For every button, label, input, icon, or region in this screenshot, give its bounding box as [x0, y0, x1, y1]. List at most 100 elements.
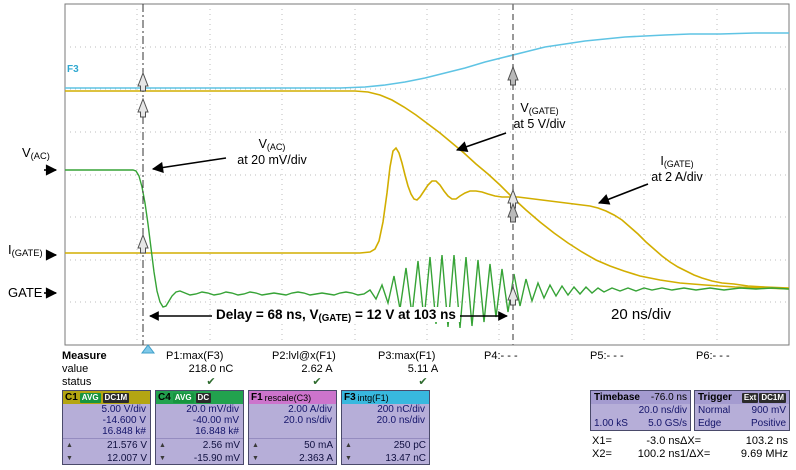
left-pointer-arrows: [44, 164, 58, 299]
waveform-c1-vgate: [65, 90, 790, 290]
measure-p4-status-icon: [476, 376, 582, 389]
trigger-position-marker[interactable]: [141, 344, 155, 354]
channel-descriptor-c1[interactable]: C1 AVG DC1M 5.00 V/div -14.600 V 16.848 …: [62, 390, 151, 465]
stat-value: -15.90 mV: [193, 453, 240, 464]
measure-status-row-label: status: [62, 376, 92, 388]
timebase-scale: 20.0 ns/div: [638, 405, 687, 416]
channel-stats: ▲ 250 pC ▼ 13.47 nC: [342, 438, 429, 465]
cursor-marker-arrows[interactable]: [137, 65, 519, 306]
max-marker-icon: ▲: [345, 442, 352, 449]
measure-p1-label[interactable]: P1:max(F3): [166, 350, 224, 362]
measure-p2-value: 2.62 A: [301, 363, 333, 375]
dx-value: 103.2 ns: [745, 435, 788, 447]
f3-trace-tag: F3: [67, 64, 79, 75]
min-marker-icon: ▼: [252, 455, 259, 462]
min-marker-icon: ▼: [345, 455, 352, 462]
channel-descriptor-f3[interactable]: F3 intg(F1) 200 nC/div 20.0 ns/div ▲ 250 …: [341, 390, 430, 465]
stat-value: 250 pC: [393, 440, 426, 451]
coupling-badge: DC: [195, 392, 212, 403]
trigger-slope: Positive: [750, 418, 786, 429]
trigger-mode: Normal: [698, 405, 731, 416]
igate-axis-label: I(GATE): [8, 242, 43, 259]
acquisition-mode-badge: AVG: [172, 392, 194, 403]
vgate-annotation: V(GATE) at 5 V/div: [513, 101, 566, 131]
offset-value: -40.00 mV: [192, 415, 239, 426]
measure-value-row-label: value: [62, 363, 89, 375]
timebase-box[interactable]: Timebase -76.0 ns 20.0 ns/div 1.00 kS 5.…: [590, 390, 691, 431]
channel-header-c4: C4 AVG DC: [156, 391, 243, 404]
x2-value: 100.2 ns: [637, 448, 680, 460]
vac-axis-label: V(AC): [22, 145, 50, 162]
measure-p4-label[interactable]: P4:- - -: [484, 350, 518, 362]
trigger-level: 900 mV: [751, 405, 786, 416]
stat-value: 12.007 V: [106, 453, 147, 464]
channel-header-f3: F3 intg(F1): [342, 391, 429, 404]
igate-annotation: I(GATE) at 2 A/div: [651, 154, 703, 184]
measure-p6-value: [688, 363, 794, 376]
measure-p6-label[interactable]: P6:- - -: [696, 350, 730, 362]
channel-header-c1: C1 AVG DC1M: [63, 391, 150, 404]
measure-p1-status-icon: ✔: [206, 376, 216, 388]
spacer-line: [249, 426, 336, 437]
dx-label: ΔX=: [680, 435, 702, 447]
graticule-grid: [65, 4, 789, 345]
channel-id: F1: [251, 392, 263, 403]
vac-annotation: V(AC) at 20 mV/div: [237, 137, 307, 167]
channel-descriptor-c4[interactable]: C4 AVG DC 20.0 mV/div -40.00 mV 16.848 k…: [155, 390, 244, 465]
trigger-box[interactable]: Trigger Ext DC1M Normal 900 mV Edge Posi…: [694, 390, 790, 431]
scale-per-div: 200 nC/div: [377, 404, 425, 415]
max-marker-icon: ▲: [252, 442, 259, 449]
time-per-div: 20.0 ns/div: [283, 415, 332, 426]
waveform-f1-igate: [65, 146, 790, 289]
measure-title: Measure: [62, 350, 107, 362]
measure-p5-value: [582, 363, 688, 376]
max-marker-icon: ▲: [159, 442, 166, 449]
measure-p3-value: 5.11 A: [407, 363, 439, 375]
scale-per-div: 5.00 V/div: [101, 404, 146, 415]
invdx-value: 9.69 MHz: [740, 448, 788, 460]
max-marker-icon: ▲: [66, 442, 73, 449]
cursor-readout: X1= -3.0 ns ΔX= 103.2 ns X2= 100.2 ns 1/…: [592, 435, 788, 460]
measure-p4-value: [476, 363, 582, 376]
sample-rate: 5.0 GS/s: [648, 418, 687, 429]
measure-p1-value: 218.0 nC: [188, 363, 234, 375]
sample-count: 16.848 k#: [102, 426, 146, 437]
trigger-type: Edge: [698, 418, 722, 429]
sample-count: 16.848 k#: [195, 426, 239, 437]
x1-label: X1=: [592, 435, 612, 447]
waveform-c4-vac: [65, 169, 790, 329]
measure-p2-label[interactable]: P2:lvl@x(F1): [272, 350, 336, 362]
gate-axis-label: GATE: [8, 285, 43, 300]
offset-value: -14.600 V: [102, 415, 146, 426]
delay-annotation: Delay = 68 ns, V(GATE) = 12 V at 103 ns: [160, 307, 512, 324]
measure-p5-label[interactable]: P5:- - -: [590, 350, 624, 362]
channel-header-f1: F1 rescale(C3): [249, 391, 336, 404]
acquisition-mode-badge: AVG: [79, 392, 101, 403]
channel-stats: ▲ 2.56 mV ▼ -15.90 mV: [156, 438, 243, 465]
record-length: 1.00 kS: [594, 418, 628, 429]
timebase-note: 20 ns/div: [611, 306, 672, 323]
measure-panel: Measure P1:max(F3) P2:lvl@x(F1) P3:max(F…: [62, 350, 794, 389]
coupling-badge: DC1M: [102, 392, 130, 403]
stat-value: 13.47 nC: [385, 453, 426, 464]
trigger-title: Trigger: [698, 392, 732, 403]
annotation-arrows: [151, 132, 649, 205]
measure-p3-label[interactable]: P3:max(F1): [378, 350, 436, 362]
time-per-div: 20.0 ns/div: [376, 415, 425, 426]
channel-id: C4: [158, 392, 171, 403]
function-title: intg(F1): [357, 392, 389, 403]
stat-value: 2.363 A: [299, 453, 333, 464]
min-marker-icon: ▼: [66, 455, 73, 462]
waveform-f3-charge: [65, 32, 789, 89]
channel-stats: ▲ 50 mA ▼ 2.363 A: [249, 438, 336, 465]
channel-descriptor-f1[interactable]: F1 rescale(C3) 2.00 A/div 20.0 ns/div ▲ 5…: [248, 390, 337, 465]
measure-p5-status-icon: [582, 376, 688, 389]
min-marker-icon: ▼: [159, 455, 166, 462]
stat-value: 50 mA: [304, 440, 333, 451]
measure-p6-status-icon: [688, 376, 794, 389]
stat-value: 21.576 V: [106, 440, 147, 451]
timebase-offset: -76.0 ns: [650, 392, 687, 403]
trigger-source-badge: Ext: [741, 392, 759, 403]
